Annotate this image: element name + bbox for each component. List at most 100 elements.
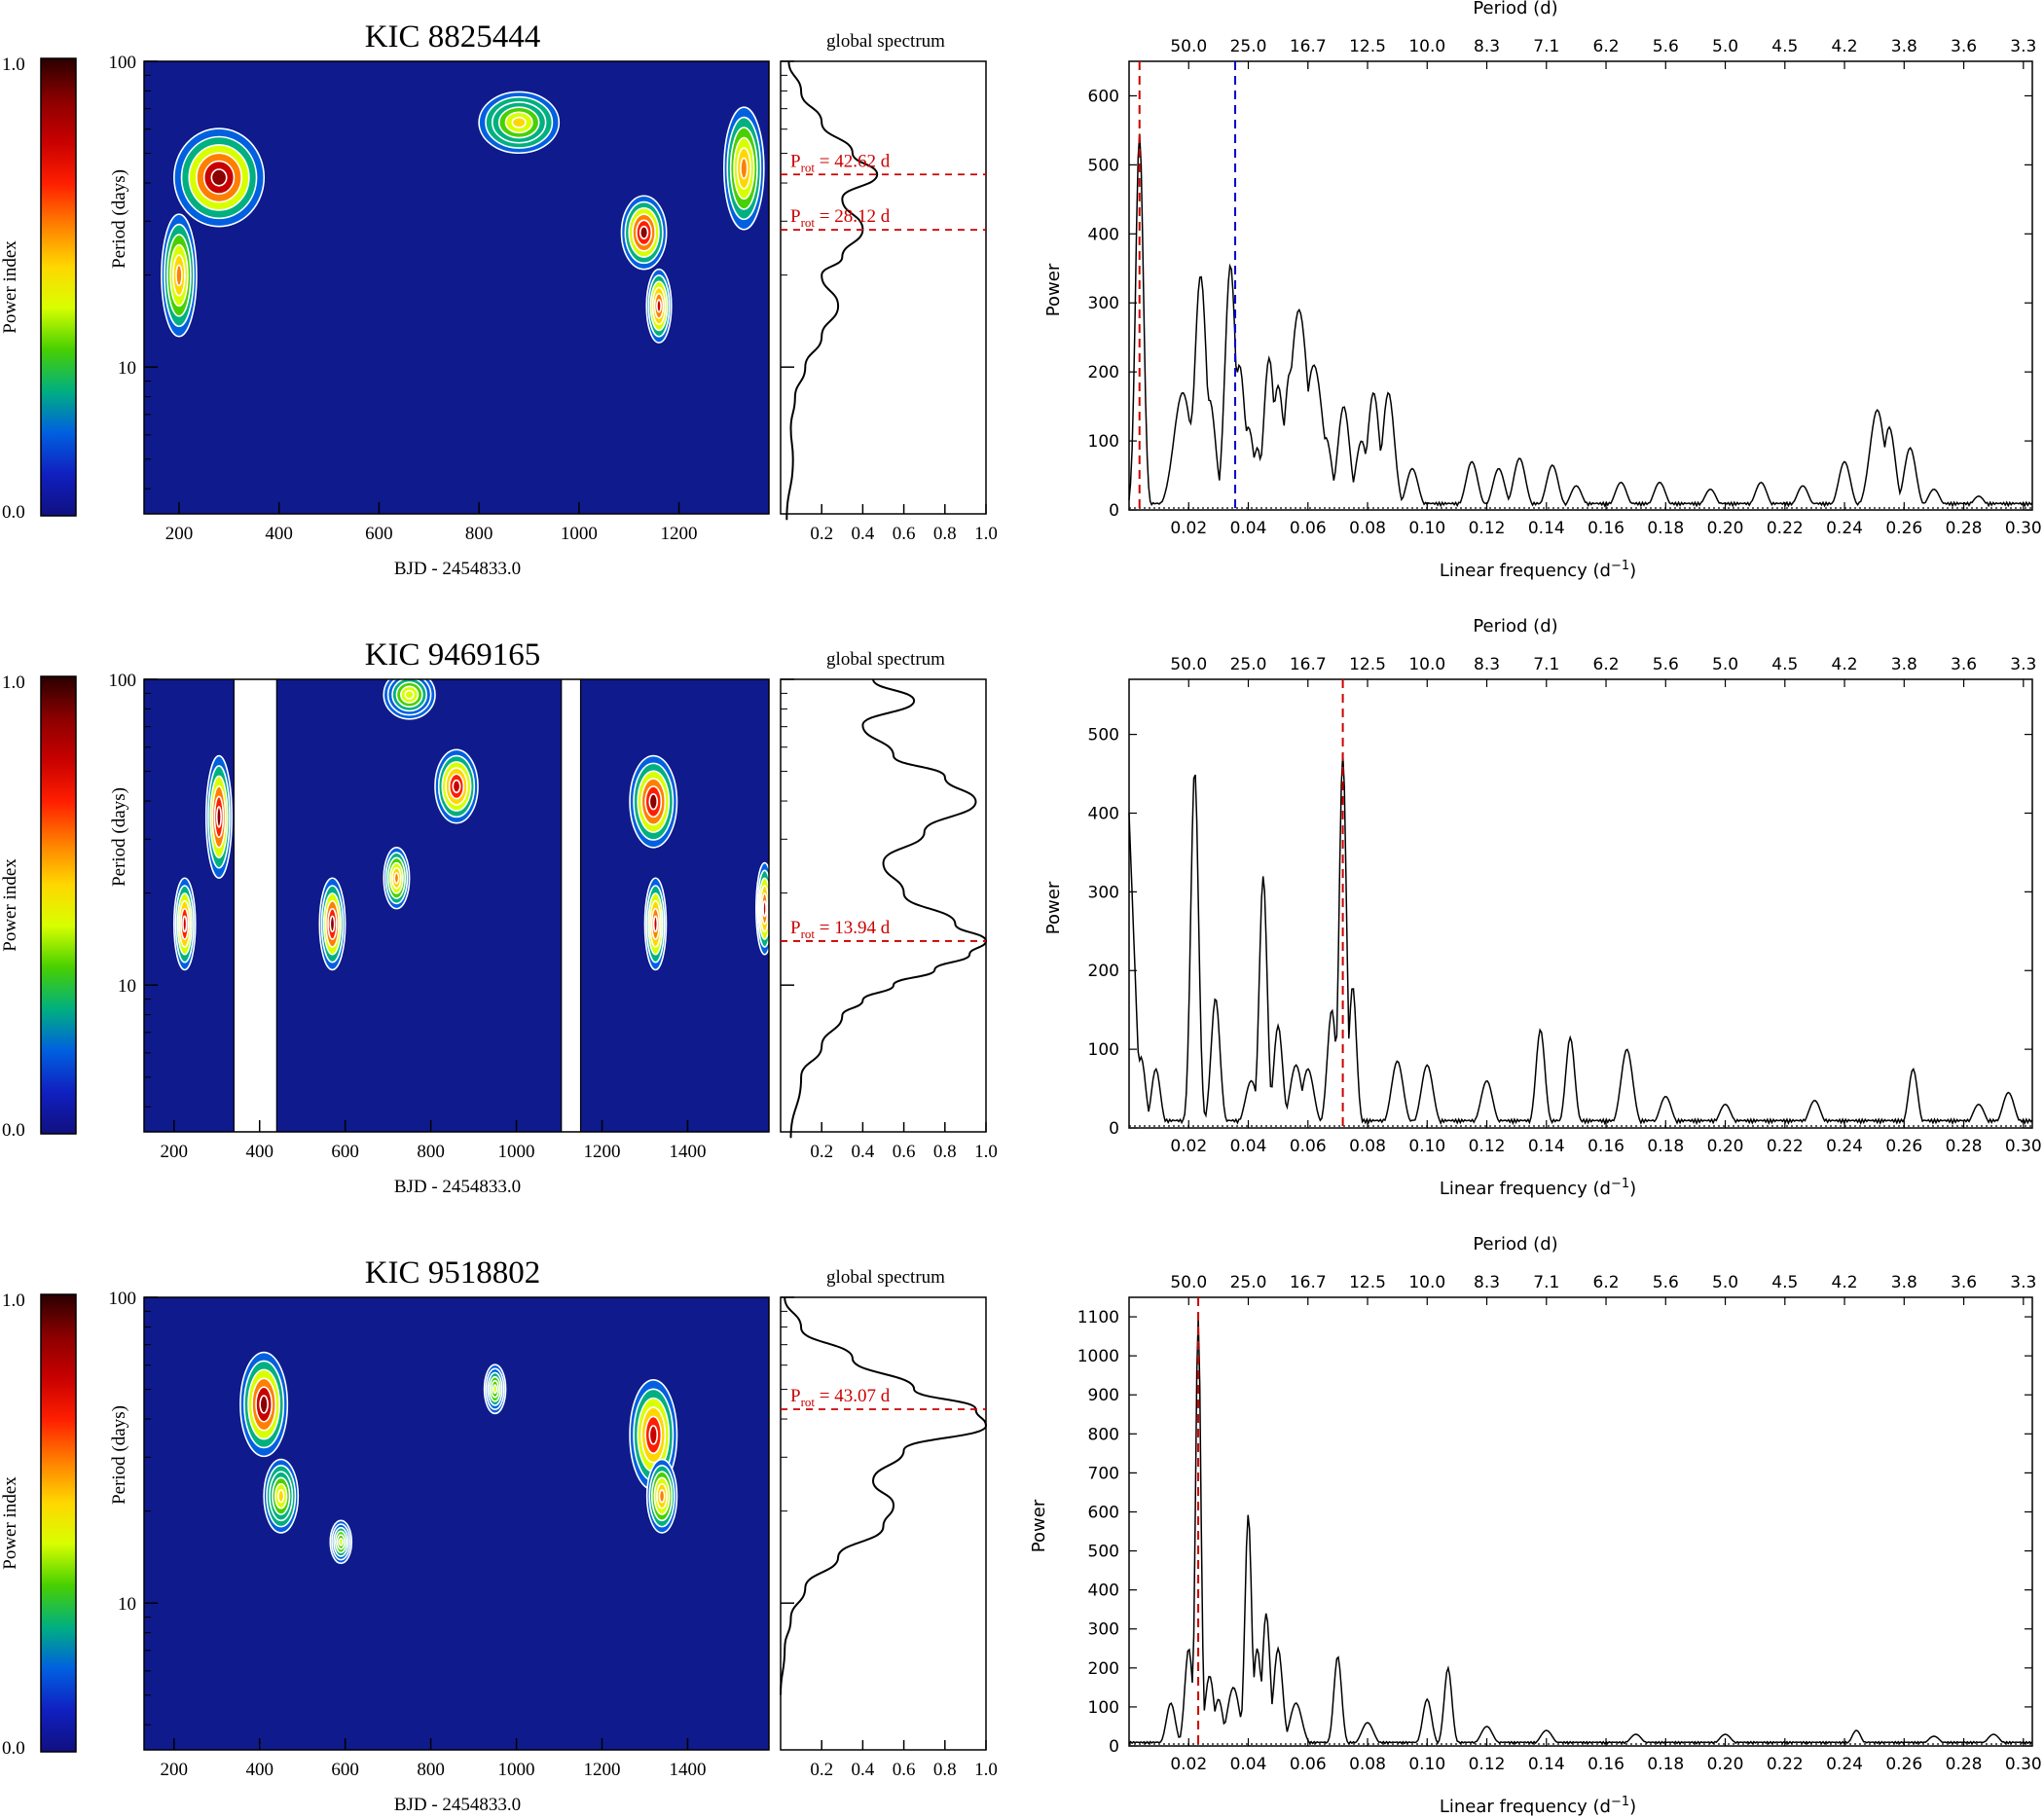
colorbar-tick-top: 1.0 [2, 55, 25, 75]
periodogram-top-tick: 5.6 [1653, 655, 1679, 674]
periodogram-ytick: 200 [1088, 962, 1119, 981]
wavelet-xtick: 1200 [584, 1760, 621, 1780]
global-spectrum-frame [780, 678, 987, 1133]
colorbar-label: Power index [0, 858, 20, 952]
periodogram-xtick: 0.28 [1946, 519, 1983, 538]
colorbar: 1.0 0.0 Power index [0, 673, 77, 1141]
periodogram-ytick: 800 [1088, 1425, 1119, 1444]
periodogram-top-tick: 25.0 [1230, 1273, 1267, 1292]
periodogram-xtick: 0.04 [1230, 519, 1267, 538]
wavelet-map: 100 10 200 400 600 800 1000 1200 [109, 53, 770, 544]
prot-marker-label: Prot = 28.12 d [790, 206, 891, 230]
wavelet-hotspot [161, 213, 198, 338]
global-spectrum-xtick: 0.6 [893, 1760, 916, 1780]
periodogram-xtick: 0.08 [1349, 1755, 1386, 1774]
wavelet-xtick: 1200 [661, 524, 698, 544]
periodogram-xtick: 0.10 [1408, 1755, 1445, 1774]
periodogram-top-tick: 3.8 [1891, 655, 1917, 674]
wavelet-xtick: 400 [245, 1760, 274, 1780]
wavelet-hotspot [483, 1364, 507, 1415]
data-gap [561, 679, 582, 1132]
periodogram-top-tick: 3.8 [1891, 37, 1917, 56]
prot-marker-label: Prot = 42.62 d [790, 151, 891, 174]
panel-kic8825444: 1.0 0.0 Power index KIC 8825444 100 10 200… [0, 0, 2042, 581]
global-spectrum-line [789, 678, 988, 1139]
periodogram-xtick: 0.28 [1946, 1755, 1983, 1774]
wavelet-map: 100 10 200 400 600 800 1000 1200 1400 [109, 1289, 770, 1780]
periodogram-ytick: 700 [1088, 1464, 1119, 1483]
periodogram-ytick: 300 [1088, 1620, 1119, 1640]
wavelet-ytick: 100 [109, 1289, 137, 1309]
wavelet-xlabel: BJD - 2454833.0 [394, 1177, 521, 1197]
panel-kic9518802: 1.0 0.0 Power index KIC 9518802 100 10 200… [0, 1234, 2042, 1817]
wavelet-hotspot [645, 268, 673, 344]
periodogram-frame [1128, 1296, 2033, 1747]
periodogram-top-tick: 3.3 [2010, 655, 2036, 674]
periodogram-ytick: 900 [1088, 1386, 1119, 1405]
wavelet-ytick: 100 [109, 53, 137, 73]
wavelet-xtick: 1400 [669, 1142, 706, 1162]
wavelet-xtick: 1000 [561, 524, 598, 544]
periodogram-ylabel: Power [1029, 1499, 1049, 1552]
wavelet-hotspot [329, 1519, 353, 1565]
periodogram-ytick: 300 [1088, 294, 1119, 313]
periodogram-xtick: 0.12 [1469, 519, 1506, 538]
periodogram-xtick: 0.30 [2005, 1137, 2042, 1156]
colorbar-label: Power index [0, 1476, 20, 1570]
periodogram-ytick: 500 [1088, 1543, 1119, 1562]
wavelet-xtick: 400 [245, 1142, 274, 1162]
global-spectrum-title: global spectrum [826, 649, 945, 670]
wavelet-xtick: 200 [161, 1142, 189, 1162]
global-spectrum-xtick: 0.4 [852, 524, 875, 544]
periodogram-top-tick: 25.0 [1230, 655, 1267, 674]
periodogram-xtick: 0.06 [1290, 1755, 1327, 1774]
periodogram-xtick: 0.02 [1170, 1755, 1207, 1774]
wavelet-xtick: 800 [465, 524, 493, 544]
periodogram-ytick: 200 [1088, 363, 1119, 382]
periodogram-top-tick: 8.3 [1474, 37, 1500, 56]
panel-title: KIC 9469165 [365, 637, 541, 673]
periodogram-ylabel: Power [1043, 263, 1064, 316]
periodogram-top-tick: 3.6 [1951, 655, 1977, 674]
periodogram-xtick: 0.22 [1767, 519, 1804, 538]
periodogram-xtick: 0.02 [1170, 1137, 1207, 1156]
wavelet-ytick: 10 [118, 976, 136, 997]
colorbar-gradient [40, 675, 77, 1135]
periodogram-xlabel: Linear frequency (d−1) [1440, 559, 1636, 581]
periodogram-top-tick: 5.0 [1712, 37, 1738, 56]
periodogram-xtick: 0.30 [2005, 519, 2042, 538]
wavelet-ytick: 100 [109, 671, 137, 691]
colorbar-label: Power index [0, 240, 20, 334]
periodogram-top-tick: 12.5 [1349, 1273, 1386, 1292]
periodogram-xtick: 0.16 [1588, 1755, 1624, 1774]
periodogram-ytick: 500 [1088, 156, 1119, 175]
periodogram-ytick: 1100 [1077, 1308, 1119, 1327]
global-spectrum-xtick: 0.2 [810, 524, 833, 544]
periodogram-ytick: 0 [1109, 501, 1119, 521]
wavelet-hotspot [645, 1458, 678, 1534]
periodogram-top-label: Period (d) [1473, 616, 1557, 636]
wavelet-hotspot [643, 877, 668, 971]
periodogram-top-tick: 5.0 [1712, 655, 1738, 674]
periodogram-top-label: Period (d) [1473, 0, 1557, 18]
periodogram-ytick: 400 [1088, 225, 1119, 244]
global-spectrum-xtick: 1.0 [974, 524, 998, 544]
periodogram-top-tick: 6.2 [1593, 37, 1620, 56]
periodogram-xlabel: Linear frequency (d−1) [1440, 1177, 1636, 1199]
wavelet-hotspot [318, 877, 347, 971]
periodogram-ytick: 400 [1088, 1582, 1119, 1601]
periodogram-top-tick: 5.6 [1653, 37, 1679, 56]
global-spectrum-xtick: 0.4 [852, 1142, 875, 1162]
global-spectrum-xtick: 1.0 [974, 1760, 998, 1780]
wavelet-xtick: 200 [165, 524, 194, 544]
wavelet-hotspot [204, 754, 233, 879]
panel-title: KIC 9518802 [365, 1255, 541, 1291]
periodogram-top-tick: 7.1 [1533, 655, 1559, 674]
periodogram-ytick: 400 [1088, 804, 1119, 823]
periodogram-top-tick: 16.7 [1290, 1273, 1327, 1292]
wavelet-frame [143, 60, 770, 515]
global-spectrum-xtick: 1.0 [974, 1142, 998, 1162]
periodogram-xtick: 0.06 [1290, 1137, 1327, 1156]
periodogram-xtick: 0.24 [1826, 519, 1863, 538]
